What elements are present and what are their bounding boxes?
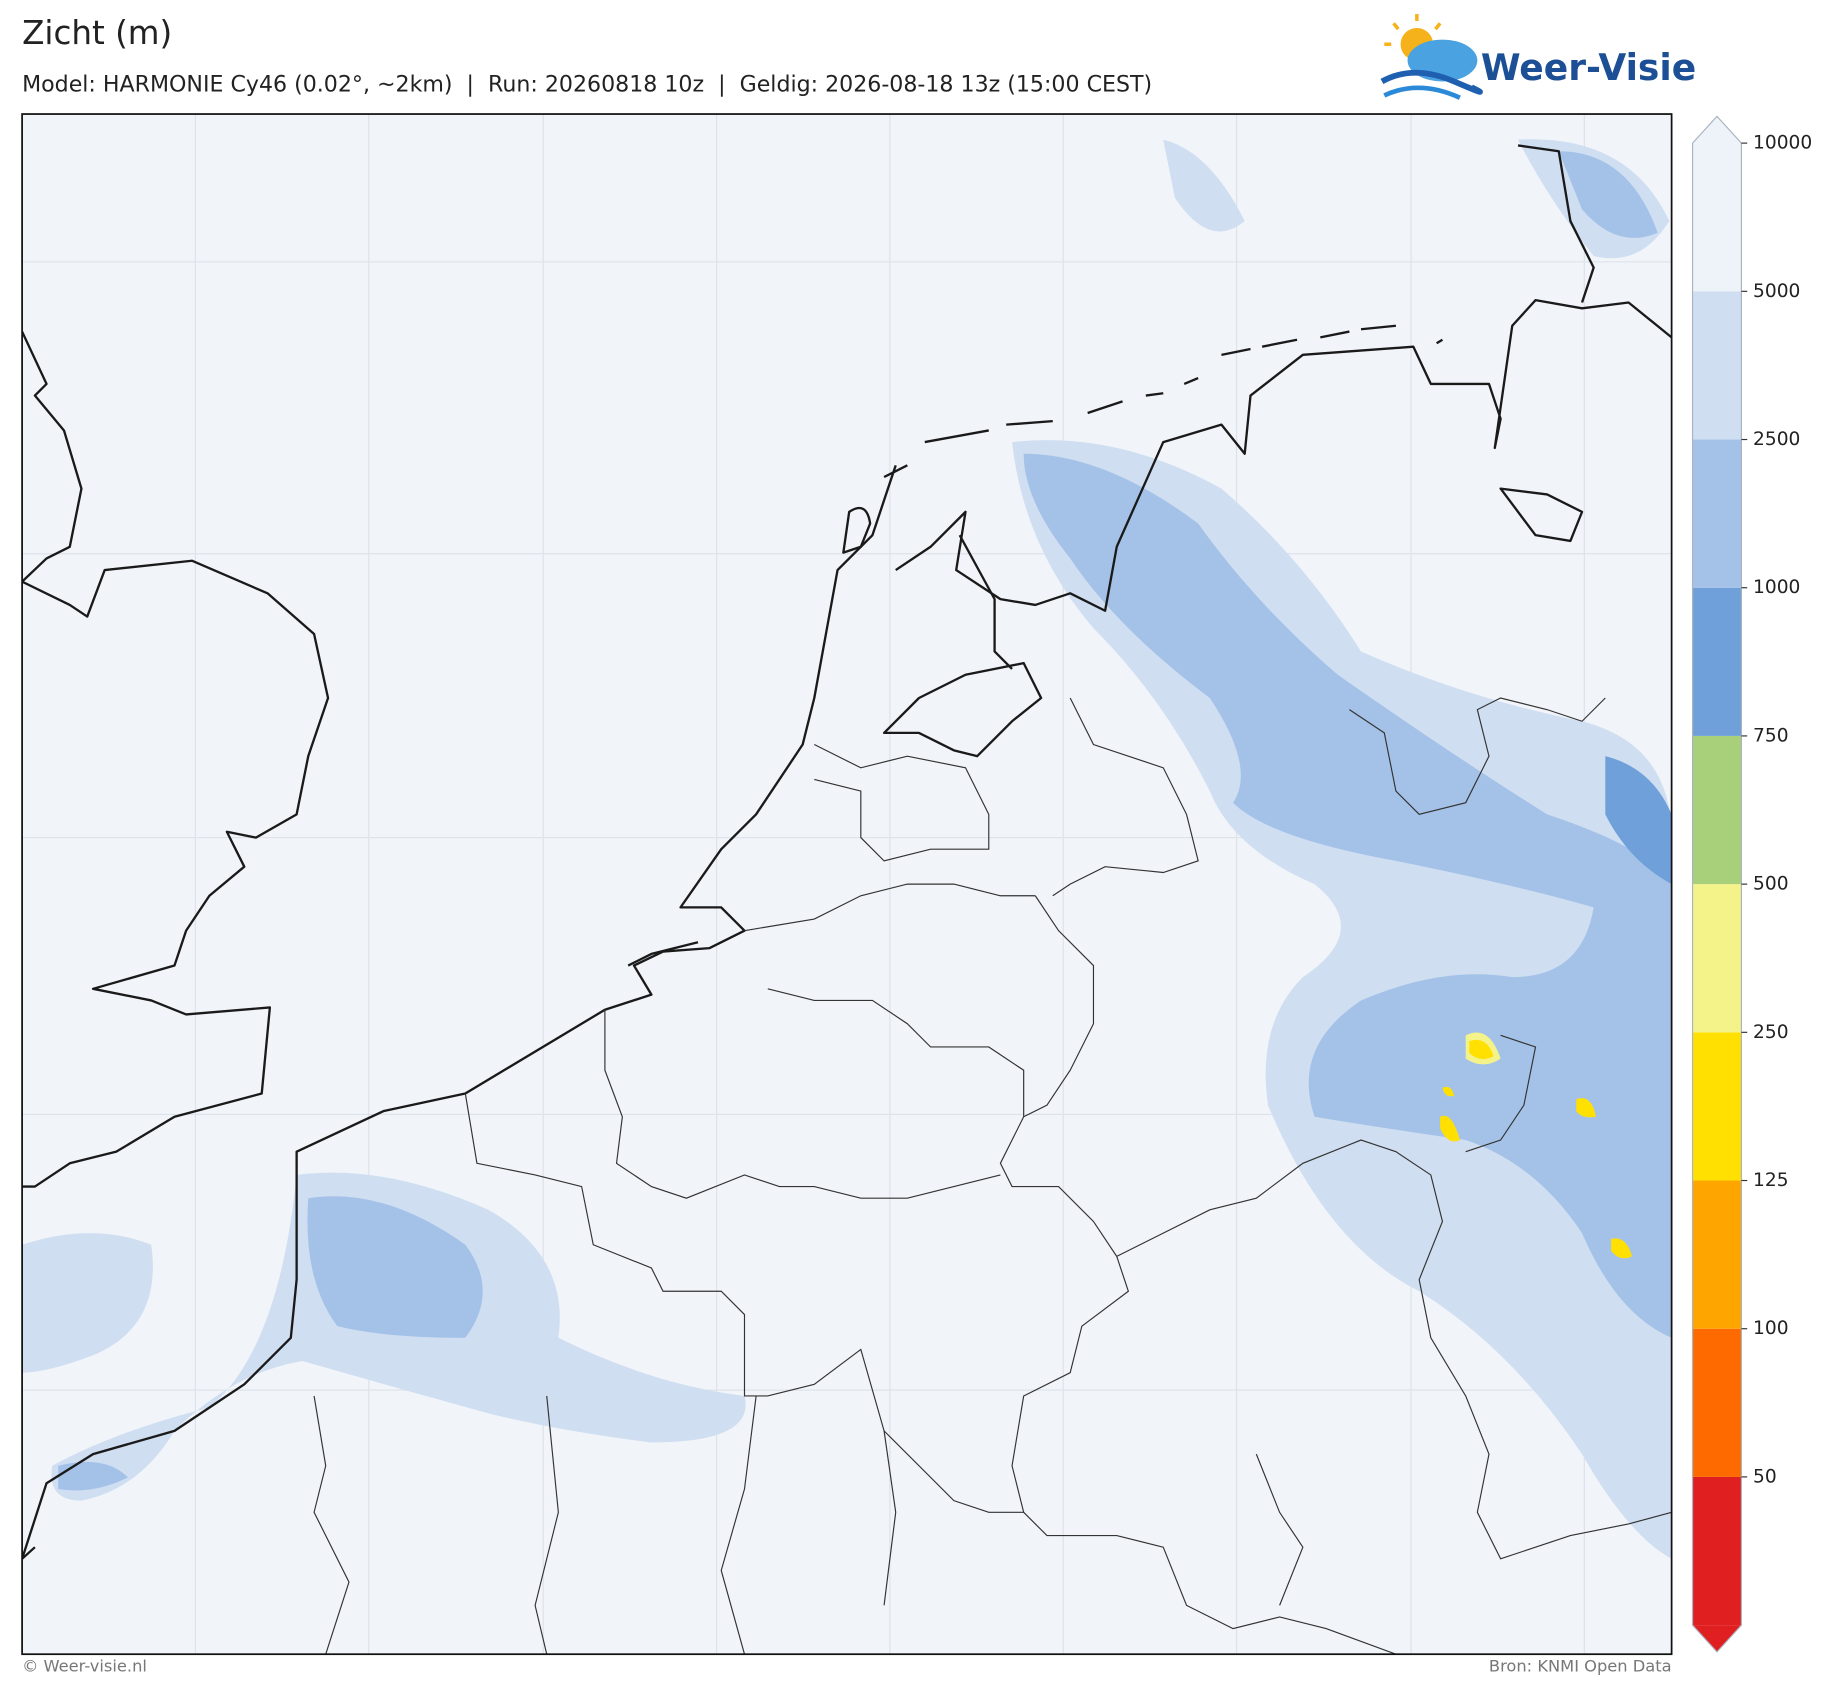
coastlines	[22, 144, 1672, 1560]
colorbar-segment	[1692, 1476, 1742, 1626]
logo: Weer-Visie	[1380, 13, 1696, 100]
colorbar-tick-label: 250	[1753, 1022, 1789, 1043]
colorbar: 50 100 125 250 500 750 1000 2500 5000 10000	[1691, 115, 1812, 1653]
footer-right: Bron: KNMI Open Data	[1489, 1657, 1672, 1676]
colorbar-segment	[1692, 1032, 1742, 1181]
colorbar-tick-label: 750	[1753, 725, 1789, 746]
title: Zicht (m)	[22, 14, 172, 52]
colorbar-extend-top	[1692, 116, 1742, 144]
colorbar-segment	[1692, 439, 1742, 588]
footer-left: © Weer-visie.nl	[22, 1657, 147, 1676]
colorbar-segment	[1692, 291, 1742, 440]
colorbar-tick-label: 2500	[1753, 429, 1800, 450]
borders	[313, 697, 1672, 1655]
colorbar-segment	[1692, 1180, 1742, 1329]
colorbar-tick-label: 5000	[1753, 281, 1800, 302]
colorbar-segment	[1692, 735, 1742, 885]
logo-text: Weer-Visie	[1481, 47, 1696, 89]
colorbar-tick-label: 125	[1753, 1170, 1789, 1191]
colorbar-segment	[1692, 1328, 1742, 1477]
colorbar-outline	[1691, 115, 1742, 1653]
colorbar-segment	[1692, 587, 1742, 736]
colorbar-tick-label: 500	[1753, 874, 1789, 895]
map-frame	[21, 113, 1673, 1656]
map	[22, 114, 1672, 1655]
colorbar-tick-label: 10000	[1753, 133, 1812, 154]
colorbar-segment	[1692, 884, 1742, 1033]
colorbar-tick-label: 1000	[1753, 577, 1800, 598]
colorbar-tick-label: 50	[1753, 1466, 1777, 1487]
colorbar-extend-bottom	[1692, 1625, 1742, 1652]
colorbar-segment	[1692, 143, 1742, 292]
subtitle: Model: HARMONIE Cy46 (0.02°, ~2km) | Run…	[22, 71, 1152, 97]
fog-areas	[22, 139, 1672, 1559]
colorbar-tick-label: 100	[1753, 1318, 1789, 1339]
